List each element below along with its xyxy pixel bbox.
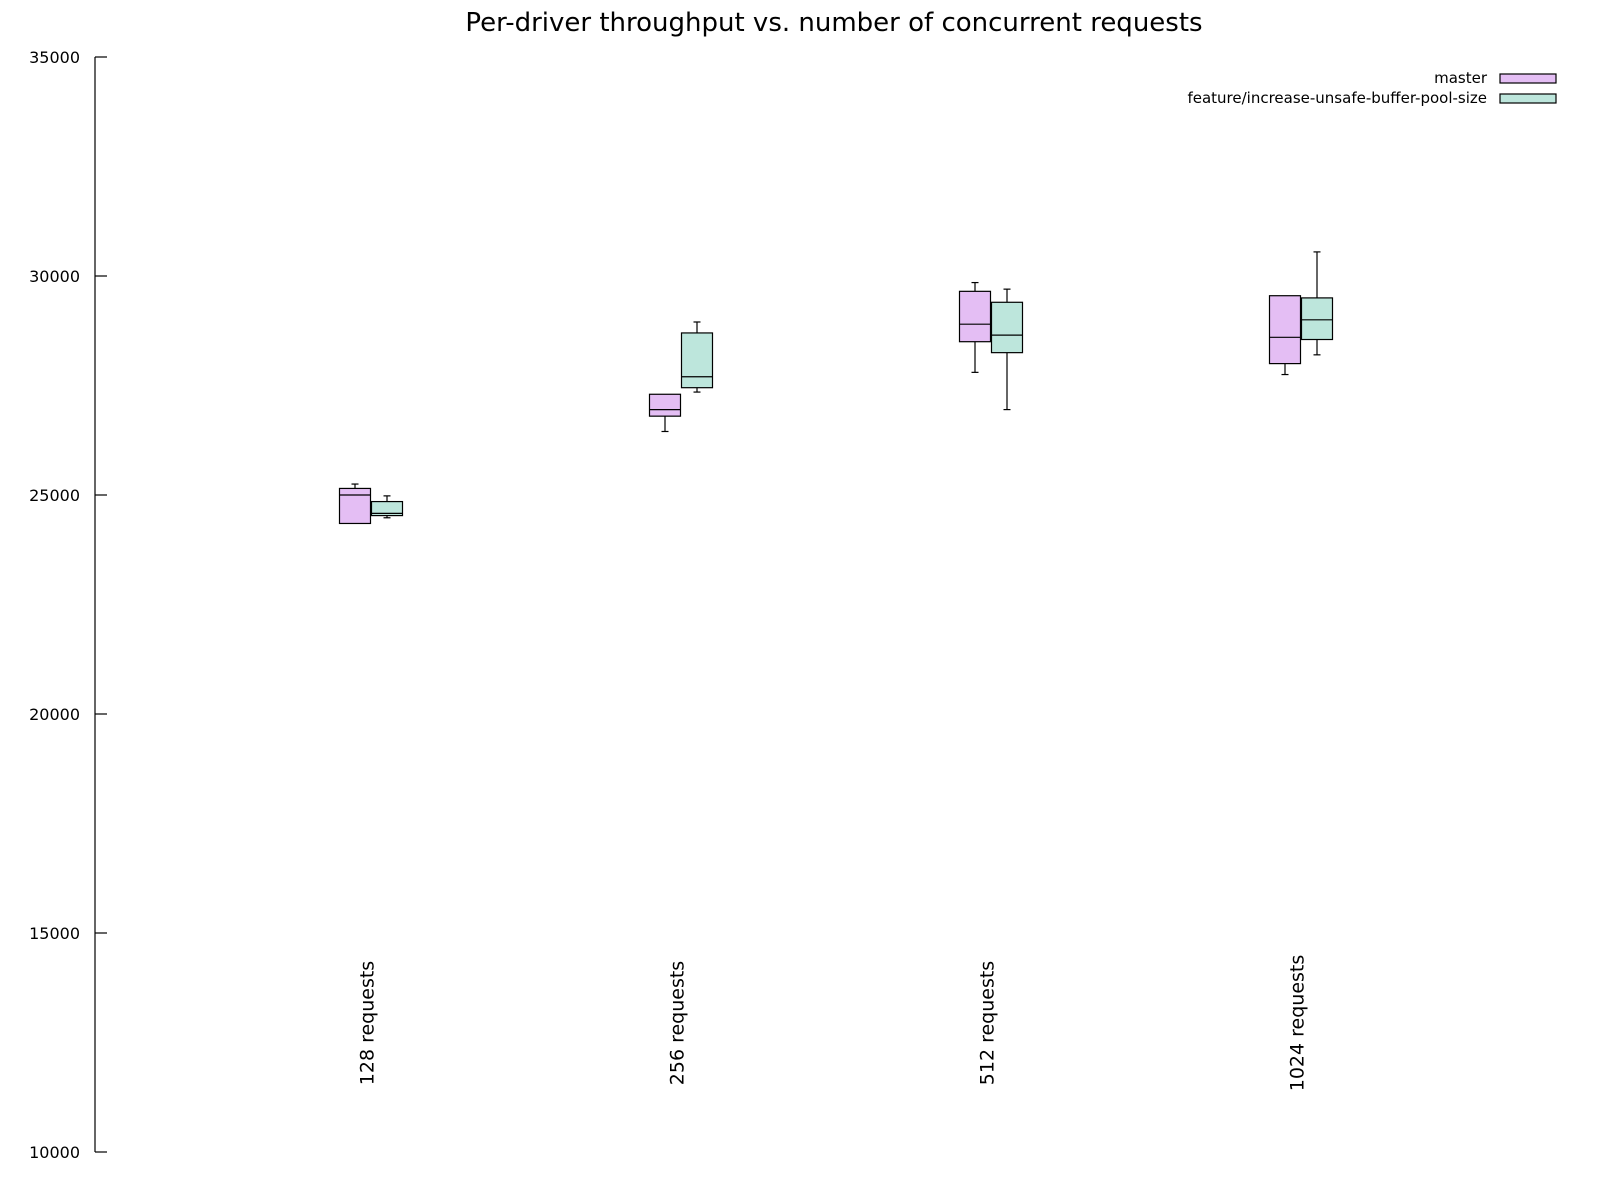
category-label: 128 requests (357, 961, 379, 1085)
legend-swatch (1499, 73, 1557, 84)
box-body (1300, 297, 1334, 341)
box-feature-3 (1300, 251, 1334, 356)
y-tick-label: 15000 (29, 924, 80, 943)
legend: master feature/increase-unsafe-buffer-poo… (1187, 69, 1557, 107)
box-master-0 (338, 483, 372, 525)
box-feature-1 (680, 321, 714, 393)
box-master-3 (1268, 295, 1302, 376)
plot-area (338, 251, 1334, 525)
box-body (958, 290, 992, 343)
legend-label: master (1434, 69, 1488, 87)
y-tick-label: 35000 (29, 48, 80, 67)
legend-entry-master: master (1434, 69, 1557, 87)
box-feature-0 (370, 495, 404, 519)
legend-swatch (1499, 93, 1557, 104)
box-body (680, 332, 714, 389)
box-body (370, 500, 404, 517)
box-body (990, 301, 1024, 354)
category-label: 1024 requests (1287, 955, 1309, 1092)
box-master-2 (958, 281, 992, 373)
y-axis-ticks: 10000 15000 20000 25000 30000 35000 (29, 48, 107, 1162)
category-label: 512 requests (977, 961, 999, 1085)
box-body (338, 487, 372, 525)
legend-label: feature/increase-unsafe-buffer-pool-size (1187, 89, 1487, 107)
category-label: 256 requests (667, 961, 689, 1085)
chart-title: Per-driver throughput vs. number of conc… (465, 8, 1202, 38)
y-tick-label: 10000 (29, 1143, 80, 1162)
y-tick-label: 30000 (29, 267, 80, 286)
box-master-1 (648, 393, 682, 433)
y-tick-label: 25000 (29, 486, 80, 505)
box-body (648, 393, 682, 417)
box-feature-2 (990, 288, 1024, 411)
y-tick-label: 20000 (29, 705, 80, 724)
category-labels: 128 requests 256 requests 512 requests 1024… (357, 955, 1309, 1092)
box-body (1268, 295, 1302, 365)
legend-entry-feature: feature/increase-unsafe-buffer-pool-size (1187, 89, 1557, 107)
